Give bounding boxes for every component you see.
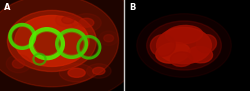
- Ellipse shape: [79, 18, 94, 27]
- Ellipse shape: [15, 15, 89, 66]
- Ellipse shape: [12, 59, 25, 68]
- Ellipse shape: [59, 64, 94, 82]
- Ellipse shape: [8, 10, 96, 72]
- Ellipse shape: [156, 42, 190, 63]
- Ellipse shape: [78, 36, 100, 58]
- Text: A: A: [4, 3, 10, 12]
- Text: B: B: [129, 3, 136, 12]
- Ellipse shape: [92, 67, 105, 75]
- Ellipse shape: [6, 55, 31, 73]
- Ellipse shape: [104, 35, 114, 42]
- Ellipse shape: [33, 54, 46, 65]
- Ellipse shape: [10, 25, 34, 48]
- Ellipse shape: [86, 64, 111, 78]
- Ellipse shape: [31, 29, 63, 58]
- Ellipse shape: [166, 25, 203, 44]
- Ellipse shape: [188, 46, 212, 63]
- Ellipse shape: [99, 31, 118, 46]
- Ellipse shape: [137, 14, 231, 77]
- Ellipse shape: [72, 14, 101, 32]
- Ellipse shape: [56, 13, 80, 27]
- Ellipse shape: [62, 16, 74, 24]
- Ellipse shape: [0, 0, 144, 91]
- Ellipse shape: [156, 27, 212, 64]
- Ellipse shape: [196, 35, 216, 53]
- Ellipse shape: [0, 0, 118, 87]
- Ellipse shape: [147, 21, 221, 70]
- Ellipse shape: [150, 35, 175, 56]
- Ellipse shape: [68, 68, 85, 77]
- Ellipse shape: [57, 30, 86, 57]
- Ellipse shape: [170, 52, 193, 66]
